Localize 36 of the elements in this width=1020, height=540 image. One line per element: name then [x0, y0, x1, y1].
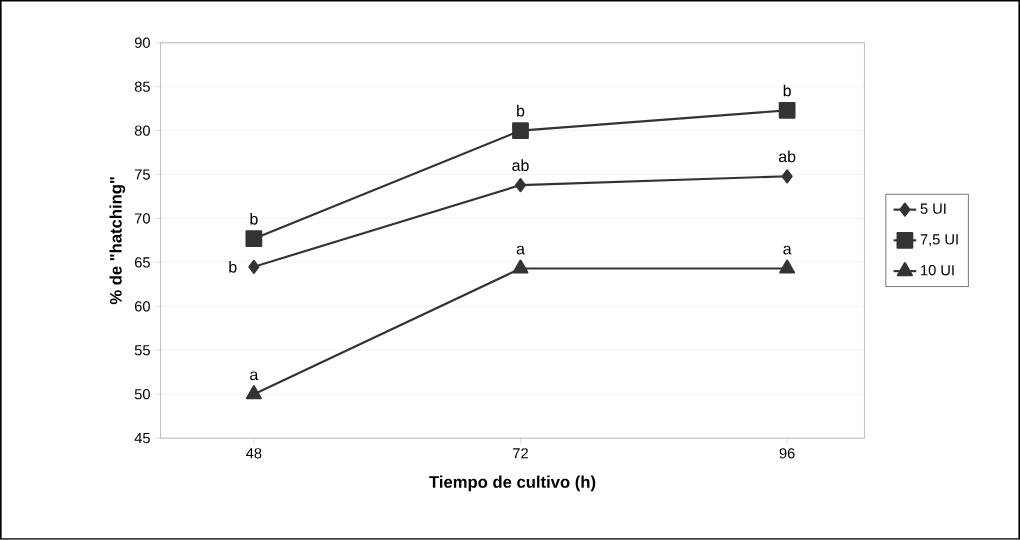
y-axis-title: % de "hatching" — [109, 177, 126, 305]
y-tick-label: 90 — [134, 37, 150, 49]
x-axis-title: Tiempo de cultivo (h) — [429, 475, 596, 492]
annotation: b — [517, 104, 525, 117]
y-tick-label: 60 — [134, 301, 150, 312]
point — [781, 169, 793, 184]
annotation: b — [250, 213, 258, 225]
annotation: ab — [778, 150, 796, 163]
point — [778, 102, 796, 119]
annotation: b — [783, 84, 791, 97]
annotation: a — [783, 245, 792, 255]
y-tick-label: 75 — [134, 169, 150, 180]
legend-label: 10 UI — [921, 265, 954, 276]
x-tick-label: 72 — [513, 448, 528, 459]
y-tick-label: 55 — [134, 345, 150, 356]
legend-label: 7,5 UI — [920, 234, 958, 247]
annotation: b — [229, 261, 237, 273]
point — [512, 122, 529, 140]
y-tick-label: 80 — [134, 125, 150, 136]
y-tick-label: 85 — [134, 81, 150, 92]
point — [245, 230, 263, 248]
point — [779, 259, 796, 274]
annotation: ab — [512, 159, 529, 172]
y-tick-label: 50 — [134, 389, 150, 400]
y-tick-label: 45 — [134, 433, 150, 444]
x-tick-label: 96 — [779, 448, 795, 459]
point — [245, 385, 262, 400]
point — [512, 259, 529, 274]
point — [248, 259, 260, 274]
y-tick-label: 70 — [134, 213, 150, 224]
annotation: a — [250, 371, 259, 381]
y-tick-label: 65 — [134, 257, 150, 268]
x-tick-label: 48 — [246, 448, 262, 459]
point — [514, 178, 527, 193]
annotation: a — [516, 245, 525, 255]
legend-label: 5 UI — [920, 203, 946, 214]
